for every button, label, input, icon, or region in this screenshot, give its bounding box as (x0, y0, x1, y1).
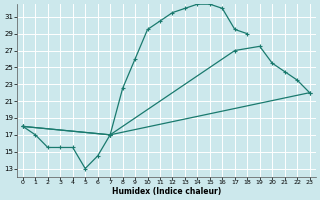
X-axis label: Humidex (Indice chaleur): Humidex (Indice chaleur) (112, 187, 221, 196)
